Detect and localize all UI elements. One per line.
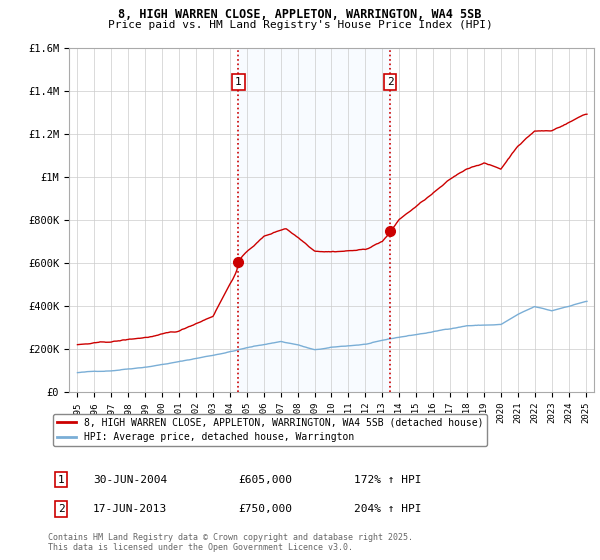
- Text: 2: 2: [387, 77, 394, 87]
- Text: £605,000: £605,000: [238, 475, 292, 484]
- Text: Price paid vs. HM Land Registry's House Price Index (HPI): Price paid vs. HM Land Registry's House …: [107, 20, 493, 30]
- Text: 1: 1: [235, 77, 242, 87]
- Text: 8, HIGH WARREN CLOSE, APPLETON, WARRINGTON, WA4 5SB: 8, HIGH WARREN CLOSE, APPLETON, WARRINGT…: [118, 8, 482, 21]
- Text: 1: 1: [58, 475, 65, 484]
- Text: 172% ↑ HPI: 172% ↑ HPI: [354, 475, 422, 484]
- Text: 2: 2: [58, 504, 65, 514]
- Text: 204% ↑ HPI: 204% ↑ HPI: [354, 504, 422, 514]
- Legend: 8, HIGH WARREN CLOSE, APPLETON, WARRINGTON, WA4 5SB (detached house), HPI: Avera: 8, HIGH WARREN CLOSE, APPLETON, WARRINGT…: [53, 414, 487, 446]
- Bar: [238, 48, 390, 392]
- Text: Contains HM Land Registry data © Crown copyright and database right 2025.
This d: Contains HM Land Registry data © Crown c…: [48, 533, 413, 552]
- Text: 30-JUN-2004: 30-JUN-2004: [93, 475, 167, 484]
- Text: £750,000: £750,000: [238, 504, 292, 514]
- Text: 17-JUN-2013: 17-JUN-2013: [93, 504, 167, 514]
